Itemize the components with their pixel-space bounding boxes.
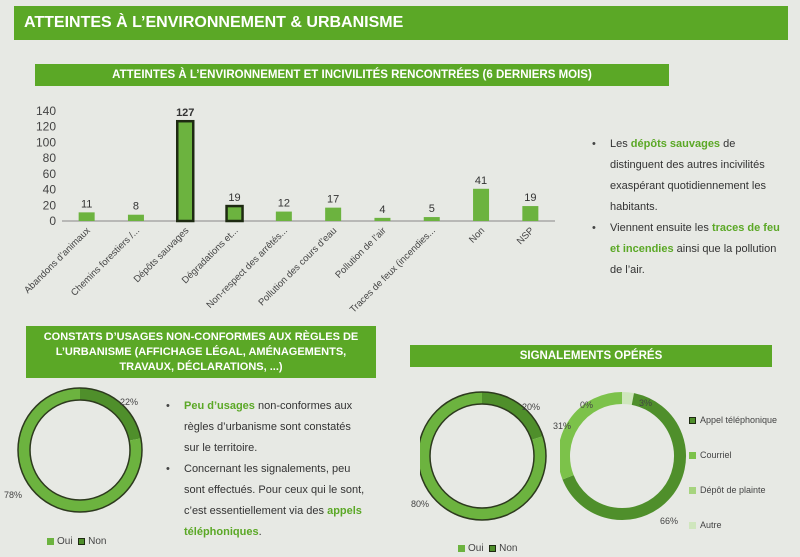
data-label-2: 127 <box>176 107 194 119</box>
slice-0 <box>79 388 141 441</box>
commentary-bullet-1: Les dépôts sauvages de distinguent des a… <box>592 134 782 218</box>
y-tick-label: 120 <box>36 120 56 134</box>
y-tick-label: 100 <box>36 135 56 149</box>
data-label-9: 19 <box>524 192 536 204</box>
bar-2 <box>176 119 195 223</box>
canal-label-31: 31% <box>553 421 572 431</box>
signalements-banner: SIGNALEMENTS OPÉRÉS <box>410 345 772 367</box>
canal-label-66: 66% <box>660 516 679 526</box>
y-tick-label: 80 <box>43 151 57 165</box>
slice-1 <box>562 393 686 520</box>
canal-label-0: 0% <box>580 400 594 410</box>
legend-courriel: Courriel <box>689 449 777 461</box>
bar-1 <box>127 214 144 221</box>
signalements-non-pct: 80% <box>411 499 430 509</box>
donut-outer-outline <box>17 387 143 513</box>
bar-6 <box>374 217 391 221</box>
data-label-4: 12 <box>278 198 290 210</box>
chart-commentary: Les dépôts sauvages de distinguent des a… <box>592 134 782 281</box>
urbanisme-banner: CONSTATS D’USAGES NON-CONFORMES AUX RÈGL… <box>26 326 376 378</box>
data-label-3: 19 <box>228 192 240 204</box>
x-tick-label-4: Non-respect des arrêtés... <box>205 225 290 310</box>
data-label-1: 8 <box>133 201 139 213</box>
signalements-legend: Oui Non <box>458 543 517 555</box>
bar-3 <box>225 204 244 223</box>
y-tick-label: 0 <box>49 214 56 228</box>
data-label-7: 5 <box>429 203 435 215</box>
urbanisme-legend: Oui Non <box>47 536 106 548</box>
signalements-oui-pct: 20% <box>522 402 541 412</box>
x-tick-label-8: Non <box>467 225 487 245</box>
signalements-donut <box>420 391 547 521</box>
legend-oui: Oui <box>47 536 73 547</box>
legend-non: Non <box>78 536 106 547</box>
bar-4 <box>275 211 292 221</box>
urbanisme-bullet-1: Peu d’usages non-conformes aux règles d’… <box>166 396 366 459</box>
data-label-0: 11 <box>81 198 92 210</box>
legend-oui: Oui <box>458 543 484 554</box>
data-label-6: 4 <box>379 204 385 216</box>
canal-label-3: 3% <box>639 398 653 408</box>
bar-0 <box>78 212 95 221</box>
x-tick-label-7: Traces de feux (incendies... <box>348 225 438 315</box>
commentary-bullet-2: Viennent ensuite les traces de feu et in… <box>592 218 782 281</box>
bar-9 <box>522 206 539 221</box>
bar-8 <box>473 188 490 221</box>
urbanisme-oui-pct: 22% <box>120 397 139 407</box>
bar-5 <box>325 207 342 221</box>
data-label-5: 17 <box>327 194 339 206</box>
canal-legend: Appel téléphonique Courriel Dépôt de pla… <box>689 414 777 554</box>
x-tick-label-9: NSP <box>515 225 537 247</box>
y-tick-label: 40 <box>43 183 57 197</box>
canal-donut <box>560 392 686 520</box>
slice-1 <box>420 392 546 520</box>
y-tick-label: 20 <box>43 198 57 212</box>
urbanisme-commentary: Peu d’usages non-conformes aux règles d’… <box>166 396 366 543</box>
legend-autre: Autre <box>689 519 777 531</box>
y-tick-label: 60 <box>43 167 57 181</box>
y-tick-label: 140 <box>36 104 56 118</box>
urbanisme-donut <box>17 387 143 513</box>
donut-inner-outline <box>29 399 131 501</box>
data-label-8: 41 <box>475 175 487 187</box>
donut-outer-outline <box>420 391 547 521</box>
urbanisme-bullet-2: Concernant les signalements, peu sont ef… <box>166 459 366 543</box>
bar-chart-banner: ATTEINTES À L’ENVIRONNEMENT ET INCIVILIT… <box>35 64 669 86</box>
legend-appel: Appel téléphonique <box>689 414 777 426</box>
x-tick-label-6: Pollution de l’air <box>333 225 388 280</box>
bar-7 <box>423 217 440 221</box>
legend-non: Non <box>489 543 517 554</box>
slice-1 <box>18 388 142 512</box>
slice-0 <box>481 392 543 441</box>
donut-inner-outline <box>429 403 535 509</box>
slice-0 <box>621 392 634 405</box>
urbanisme-non-pct: 78% <box>4 490 23 500</box>
legend-plainte: Dépôt de plainte <box>689 484 777 496</box>
page-title: ATTEINTES À L’ENVIRONNEMENT & URBANISME <box>14 6 788 40</box>
slice-2 <box>560 392 623 480</box>
